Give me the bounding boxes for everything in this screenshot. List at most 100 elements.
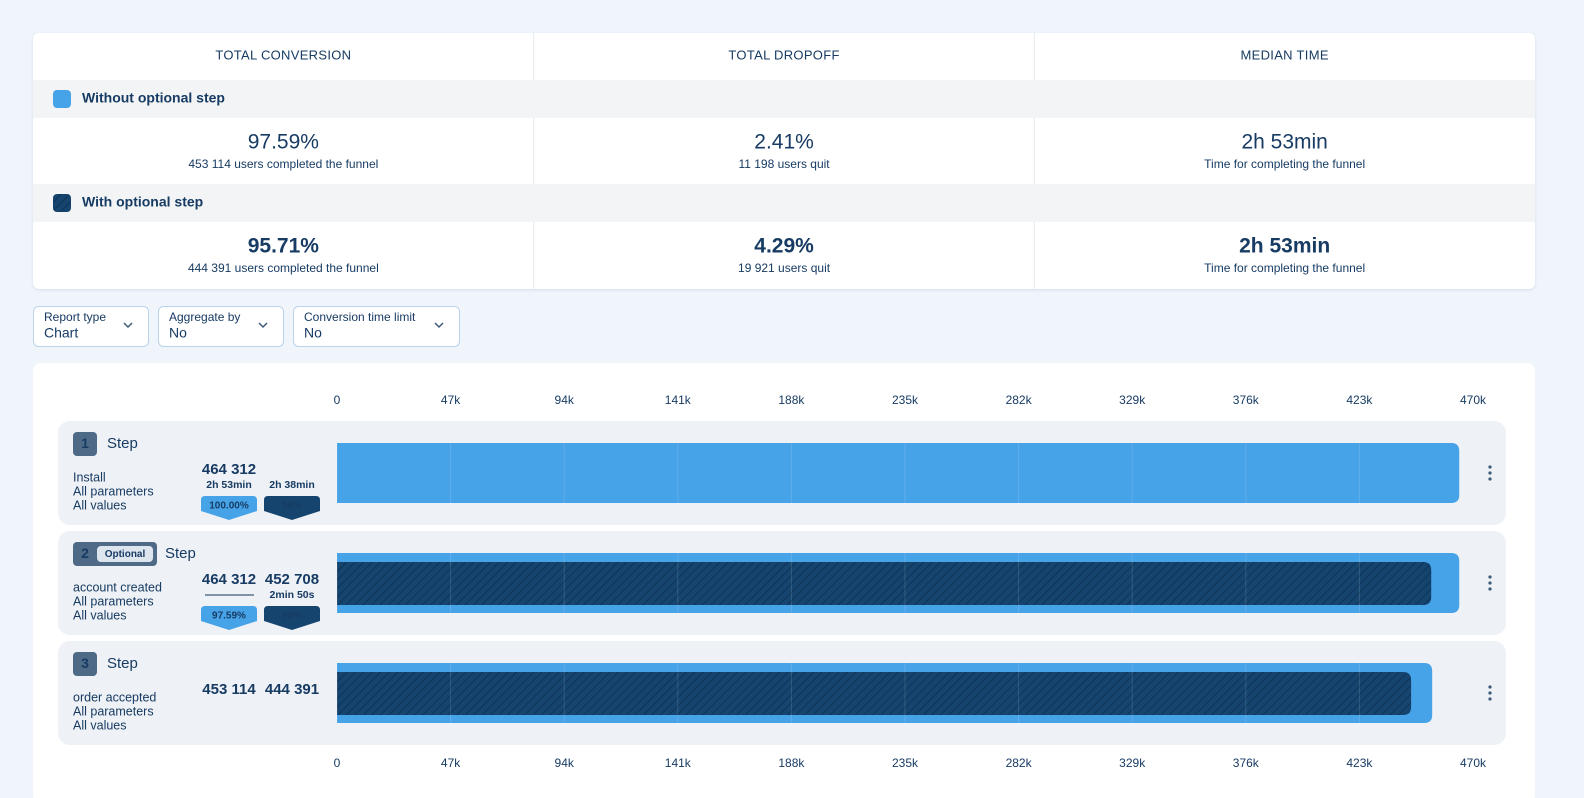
filter-value: Chart	[44, 325, 78, 341]
step-count: 464 312	[202, 461, 256, 478]
row-menu-dot[interactable]	[1488, 581, 1492, 585]
step-time: 2h 53min	[206, 479, 252, 491]
x-tick-label: 141k	[665, 393, 692, 407]
x-tick-label: 94k	[555, 756, 575, 770]
x-tick-label: 329k	[1119, 393, 1146, 407]
column-header: MEDIAN TIME	[1241, 47, 1329, 62]
bar-optional	[337, 672, 1412, 715]
x-tick-label: 329k	[1119, 756, 1146, 770]
dropdown-chevron	[258, 322, 268, 329]
x-tick-label: 47k	[441, 756, 461, 770]
step-values: All values	[73, 718, 127, 732]
step-time: 2min 50s	[270, 589, 315, 601]
step-count: 452 708	[265, 571, 319, 588]
x-tick-label: 188k	[778, 756, 805, 770]
legend-swatch	[53, 194, 71, 212]
optional-tag-label: Optional	[105, 549, 146, 560]
x-tick-label: 47k	[441, 393, 461, 407]
filter-dropdown[interactable]	[33, 306, 149, 347]
step-parameters: All parameters	[73, 704, 154, 718]
step-values: All values	[73, 498, 127, 512]
step-number-badge	[73, 432, 97, 456]
x-tick-label: 376k	[1233, 393, 1260, 407]
group-row	[33, 184, 1535, 222]
metric-caption: 19 921 users quit	[738, 261, 831, 275]
step-values: All values	[73, 608, 127, 622]
x-tick-label: 141k	[665, 756, 692, 770]
metric-caption: 453 114 users completed the funnel	[188, 157, 378, 171]
filter-value: No	[169, 325, 187, 341]
x-tick-label: 470k	[1460, 393, 1487, 407]
step-title: Step	[165, 545, 196, 562]
step-event: order accepted	[73, 690, 156, 704]
conversion-badge-label: 100.00%	[209, 501, 249, 512]
x-tick-label: 470k	[1460, 756, 1487, 770]
row-menu-dot[interactable]	[1488, 587, 1492, 591]
x-tick-label: 235k	[892, 756, 919, 770]
step-number-badge	[73, 652, 97, 676]
step-count: 444 391	[265, 681, 319, 698]
filter-label: Report type	[44, 310, 106, 324]
step-number: 2	[81, 545, 89, 561]
metric-caption: 11 198 users quit	[738, 157, 830, 171]
row-menu-dot[interactable]	[1488, 477, 1492, 481]
filter-dropdown[interactable]	[158, 306, 284, 347]
x-tick-label: 423k	[1346, 756, 1373, 770]
filter-value: No	[304, 325, 322, 341]
metric-value: 95.71%	[248, 235, 320, 258]
row-menu-dot[interactable]	[1488, 575, 1492, 579]
legend-swatch	[53, 90, 71, 108]
step-time: 2h 38min	[269, 479, 315, 491]
dropdown-chevron	[434, 322, 444, 329]
metric-value: 2h 53min	[1241, 131, 1327, 154]
x-tick-label: 235k	[892, 393, 919, 407]
conversion-badge-label: 98%	[282, 501, 302, 512]
bar	[337, 443, 1460, 503]
step-title: Step	[107, 655, 138, 672]
step-parameters: All parameters	[73, 594, 154, 608]
step-event: Install	[73, 470, 106, 484]
conversion-badge-label: 97.59%	[212, 611, 246, 622]
metric-caption: Time for completing the funnel	[1204, 261, 1365, 275]
metric-value: 4.29%	[754, 235, 814, 258]
group-row	[33, 80, 1535, 118]
conversion-badge	[201, 496, 257, 520]
step-count: 464 312	[202, 571, 256, 588]
x-tick-label: 282k	[1006, 756, 1033, 770]
conversion-badge	[264, 606, 320, 630]
column-header: TOTAL CONVERSION	[215, 47, 351, 62]
row-menu-dot[interactable]	[1488, 685, 1492, 689]
optional-tag	[97, 546, 153, 562]
row-menu-dot[interactable]	[1488, 465, 1492, 469]
dropdown-chevron	[123, 322, 133, 329]
bar-optional	[337, 562, 1432, 605]
step-title: Step	[107, 435, 138, 452]
x-tick-label: 0	[334, 393, 341, 407]
metric-value: 97.59%	[248, 131, 319, 154]
column-header: TOTAL DROPOFF	[728, 47, 839, 62]
legend-label: With optional step	[82, 194, 203, 210]
x-tick-label: 282k	[1006, 393, 1033, 407]
conversion-badge	[201, 606, 257, 630]
step-event: account created	[73, 580, 162, 594]
step-count: 453 114	[202, 681, 256, 698]
metric-caption: Time for completing the funnel	[1204, 157, 1365, 171]
step-number: 3	[81, 655, 89, 671]
metric-caption: 444 391 users completed the funnel	[188, 261, 379, 275]
legend-label: Without optional step	[82, 90, 225, 106]
conversion-badge-label: 98%	[282, 611, 302, 622]
metric-value: 2.41%	[754, 131, 814, 154]
step-parameters: All parameters	[73, 484, 154, 498]
filter-dropdown[interactable]	[293, 306, 460, 347]
x-tick-label: 376k	[1233, 756, 1260, 770]
step-number: 1	[81, 435, 89, 451]
metric-value: 2h 53min	[1239, 235, 1330, 258]
row-menu-dot[interactable]	[1488, 697, 1492, 701]
row-menu-dot[interactable]	[1488, 471, 1492, 475]
conversion-badge	[264, 496, 320, 520]
filter-label: Conversion time limit	[304, 310, 416, 324]
row-menu-dot[interactable]	[1488, 691, 1492, 695]
